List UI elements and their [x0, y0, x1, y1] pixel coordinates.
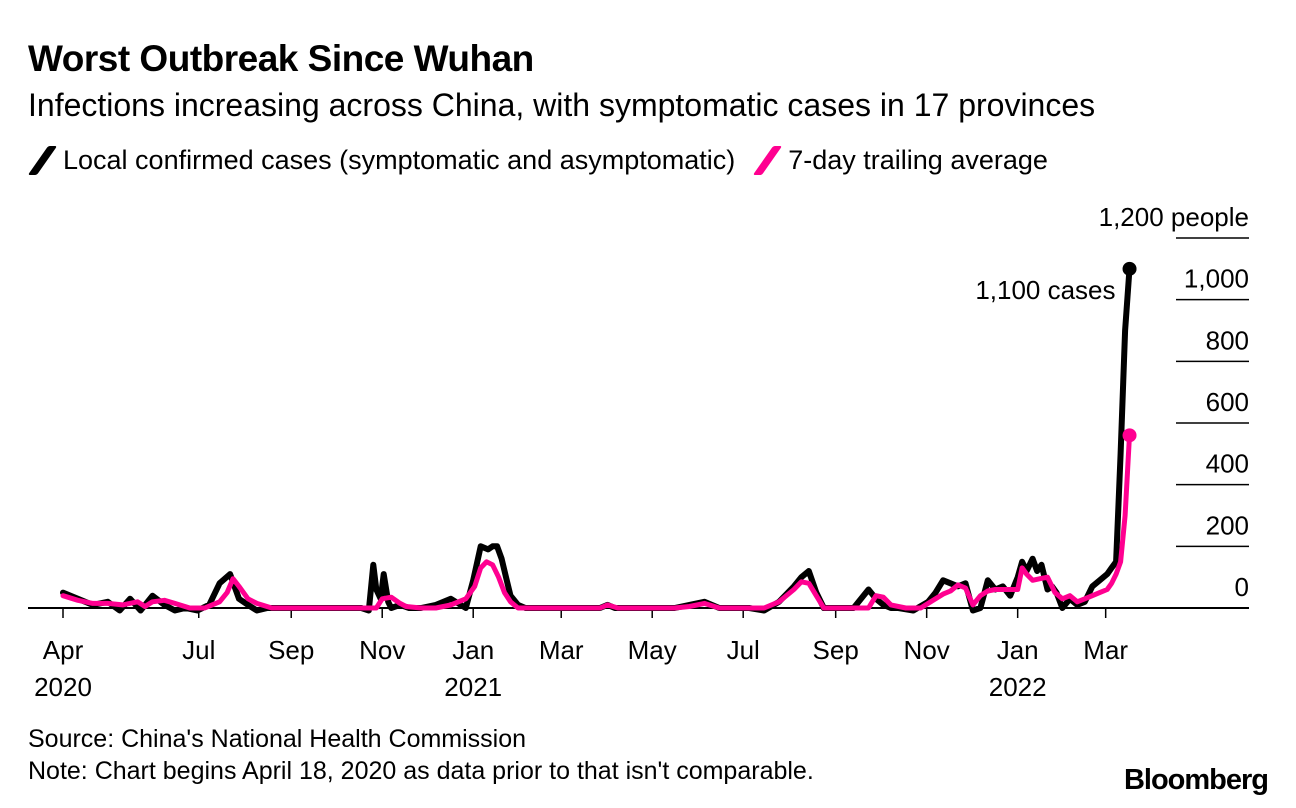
- legend-item-daily: Local confirmed cases (symptomatic and a…: [27, 145, 736, 176]
- series-line-daily-cases: [60, 265, 1133, 614]
- source-note: Source: China's National Health Commissi…: [28, 725, 527, 753]
- x-tick-label: Jan: [452, 635, 494, 665]
- y-tick-label: 400: [1206, 449, 1249, 479]
- bloomberg-logo: Bloomberg: [1123, 764, 1269, 796]
- y-tick-label: 800: [1206, 325, 1249, 355]
- chart-title: Worst Outbreak Since Wuhan: [28, 38, 534, 79]
- x-tick-label: May: [628, 635, 677, 665]
- x-tick-label: Jul: [182, 635, 215, 665]
- legend: Local confirmed cases (symptomatic and a…: [27, 145, 1066, 176]
- x-tick-label: Mar: [1083, 635, 1128, 665]
- legend-swatch-daily: [27, 146, 58, 175]
- y-tick-label: 1,200 people: [1099, 202, 1249, 232]
- x-tick-label: Nov: [904, 635, 950, 665]
- legend-item-average: 7-day trailing average: [753, 145, 1048, 176]
- series-line-7day-average: [60, 432, 1132, 611]
- y-tick-label: 1,000: [1184, 264, 1249, 294]
- legend-label-daily: Local confirmed cases (symptomatic and a…: [63, 145, 736, 175]
- x-tick-label: Nov: [359, 635, 405, 665]
- y-tick-label: 200: [1206, 510, 1249, 540]
- x-tick-label: Sep: [268, 635, 314, 665]
- x-tick-label: Jan: [997, 635, 1039, 665]
- chart-subtitle: Infections increasing across China, with…: [28, 87, 1096, 123]
- x-tick-year-label: 2020: [34, 672, 92, 702]
- peak-annotation: 1,100 cases: [975, 275, 1115, 305]
- x-tick-label: Jul: [727, 635, 760, 665]
- x-tick-label: Apr: [43, 635, 84, 665]
- line-chart: 1,200 people 1,000 800 600 400 200 0 Apr 2020 Jul…: [28, 202, 1249, 702]
- legend-label-average: 7-day trailing average: [788, 145, 1048, 175]
- x-tick-label: Sep: [813, 635, 859, 665]
- x-tick-year-label: 2021: [444, 672, 502, 702]
- footnote: Note: Chart begins April 18, 2020 as dat…: [28, 757, 814, 785]
- x-tick-label: Mar: [539, 635, 584, 665]
- y-tick-label: 600: [1206, 387, 1249, 417]
- endpoint-dot-daily: [1122, 261, 1137, 276]
- legend-swatch-average: [753, 146, 783, 175]
- y-tick-label: 0: [1235, 572, 1249, 602]
- x-tick-year-label: 2022: [989, 672, 1047, 702]
- endpoint-dot-average: [1122, 428, 1137, 443]
